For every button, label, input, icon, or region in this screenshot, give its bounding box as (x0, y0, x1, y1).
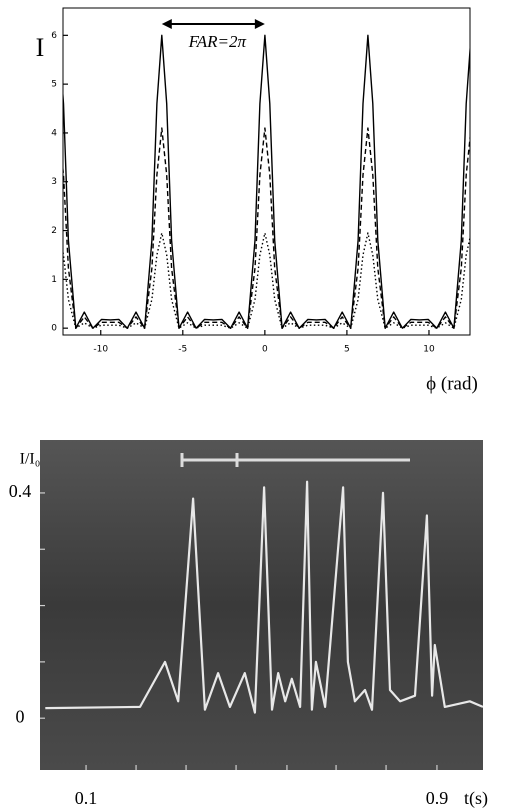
plot-lines (63, 34, 470, 329)
scale-bar (180, 453, 410, 467)
y-tick-label: 1 (51, 275, 57, 285)
x-axis-label: t(s) (464, 788, 488, 809)
x-tick-label: -10 (93, 345, 108, 355)
x-tick-label: 10 (423, 345, 435, 355)
plot-area (40, 440, 483, 770)
series-line (63, 34, 470, 329)
y-tick-label: 0 (51, 324, 57, 334)
y-tick-label: 5 (51, 80, 57, 90)
plot-lines (45, 480, 483, 714)
y-axis-label: I (36, 33, 45, 62)
y-tick-label: 0 (16, 706, 25, 726)
x-tick-label: 0.9 (426, 788, 449, 808)
y-tick-label: 4 (51, 128, 57, 138)
y-tick-label: 0.4 (9, 481, 32, 501)
x-axis-label: ϕ (rad) (426, 373, 478, 394)
y-tick-label: 6 (51, 31, 57, 41)
x-tick-label: 0 (262, 345, 268, 355)
y-tick-label: 2 (51, 226, 57, 236)
annotation: FAR=2π (188, 32, 247, 51)
x-tick-label: 5 (344, 345, 350, 355)
y-axis-label: I/I₀ (20, 451, 41, 468)
x-tick-label: 0.1 (75, 788, 98, 808)
x-tick-label: -5 (178, 345, 187, 355)
y-tick-label: 3 (51, 177, 57, 187)
series-line (45, 480, 483, 714)
series-line (63, 127, 470, 329)
